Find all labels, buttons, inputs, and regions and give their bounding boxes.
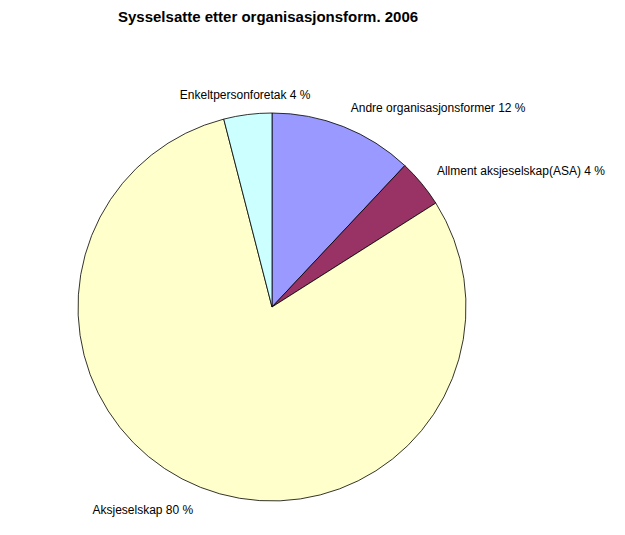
slice [224, 113, 272, 307]
category-label: Aksjeselskap [92, 503, 162, 517]
slices [78, 113, 466, 501]
data-label: Allment aksjeselskap(ASA) 4 % [437, 164, 605, 178]
value-label: 4 % [584, 164, 605, 178]
value-label: 80 % [166, 503, 194, 517]
data-label: Andre organisasjonsformer 12 % [351, 101, 526, 115]
data-label: Aksjeselskap 80 % [92, 503, 193, 517]
category-label: Allment aksjeselskap(ASA) [437, 164, 581, 178]
category-label: Andre organisasjonsformer [351, 101, 495, 115]
title: Sysselsatte etter organisasjonsform. 200… [118, 8, 418, 25]
chart: Sysselsatte etter organisasjonsform. 200… [0, 0, 625, 535]
value-label: 12 % [498, 101, 526, 115]
category-label: Enkeltpersonforetak [180, 88, 288, 102]
data-label: Enkeltpersonforetak 4 % [180, 88, 311, 102]
labels: Andre organisasjonsformer 12 % Allment ak… [92, 88, 605, 517]
value-label: 4 % [290, 88, 311, 102]
